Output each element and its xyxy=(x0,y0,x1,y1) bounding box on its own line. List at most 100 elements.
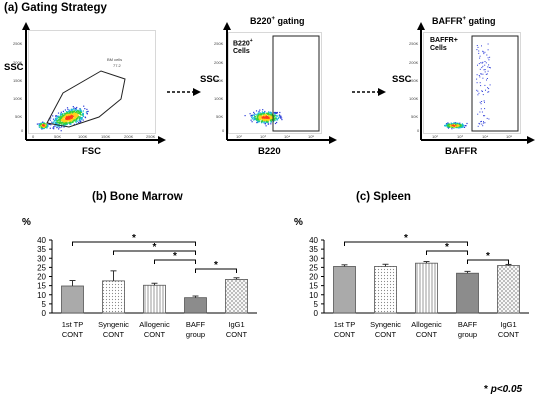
event-dot xyxy=(66,118,68,120)
event-dot xyxy=(277,117,279,120)
event-dot xyxy=(65,124,67,126)
event-dot xyxy=(256,122,258,124)
event-dot xyxy=(480,121,482,123)
event-dot xyxy=(40,122,42,124)
category-label: Syngenic xyxy=(370,320,401,329)
event-dot xyxy=(76,113,78,115)
event-dot xyxy=(456,126,458,128)
event-dot xyxy=(276,112,278,115)
event-dot xyxy=(462,125,464,127)
plot2-title: B220+ gating xyxy=(250,16,305,26)
event-dot xyxy=(260,112,262,114)
event-dot xyxy=(79,109,81,111)
event-dot xyxy=(253,117,255,119)
event-dot xyxy=(55,125,57,127)
event-dot xyxy=(263,118,265,120)
event-dot xyxy=(70,123,72,125)
event-dot xyxy=(486,78,488,79)
event-dot xyxy=(42,126,44,128)
y-tick-label: 35 xyxy=(37,245,46,254)
event-dot xyxy=(271,115,273,117)
event-dot xyxy=(270,116,272,119)
event-dot xyxy=(271,119,273,121)
plot2-gate-rect xyxy=(272,35,320,132)
event-dot xyxy=(38,126,40,128)
event-dot xyxy=(264,110,266,113)
event-dot xyxy=(484,84,486,86)
event-dot xyxy=(479,68,481,70)
event-dot xyxy=(65,118,67,120)
plot2-ytick: 0 xyxy=(222,128,225,133)
event-dot xyxy=(44,126,46,128)
event-dot xyxy=(261,119,263,121)
event-dot xyxy=(80,111,82,113)
event-dot xyxy=(263,115,266,117)
event-dot xyxy=(263,119,265,121)
event-dot xyxy=(259,119,261,121)
event-dot xyxy=(58,119,60,121)
event-dot xyxy=(478,122,480,124)
event-dot xyxy=(453,123,455,125)
significance-star: * xyxy=(153,242,157,253)
event-dot xyxy=(40,126,42,128)
event-dot xyxy=(250,115,252,117)
event-dot xyxy=(70,110,72,112)
event-dot xyxy=(67,119,69,121)
event-dot xyxy=(59,127,61,129)
event-dot xyxy=(268,115,270,117)
event-dot xyxy=(60,120,62,122)
event-dot xyxy=(82,113,84,115)
event-dot xyxy=(79,110,81,112)
event-dot xyxy=(73,114,75,116)
category-label-line2: CONT xyxy=(226,330,248,339)
event-dot xyxy=(487,91,489,93)
event-dot xyxy=(75,109,77,111)
event-dot xyxy=(481,123,483,125)
plot1-axes xyxy=(22,22,166,144)
event-dot xyxy=(271,117,273,119)
event-dot xyxy=(445,123,448,125)
y-axis-label: % xyxy=(294,217,303,228)
event-dot xyxy=(457,123,459,125)
event-dot xyxy=(268,114,270,117)
event-dot xyxy=(280,117,282,119)
event-dot xyxy=(56,117,58,119)
event-dot xyxy=(454,122,456,124)
event-dot xyxy=(63,115,65,117)
plot3-xlabel: BAFFR xyxy=(445,146,478,157)
plot3-events xyxy=(444,43,491,130)
event-dot xyxy=(38,125,40,127)
event-dot xyxy=(64,113,66,115)
event-dot xyxy=(488,88,490,90)
y-tick-label: 25 xyxy=(37,263,46,272)
event-dot xyxy=(67,117,69,119)
event-dot xyxy=(483,100,485,102)
event-dot xyxy=(264,114,266,116)
event-dot xyxy=(487,87,489,89)
event-dot xyxy=(61,121,63,123)
event-dot xyxy=(481,67,483,69)
event-dot xyxy=(55,118,57,120)
event-dot xyxy=(482,51,484,53)
event-dot xyxy=(74,108,76,111)
y-tick-label: 0 xyxy=(42,309,47,318)
event-dot xyxy=(480,62,482,64)
category-label-line2: CONT xyxy=(375,330,397,339)
event-dot xyxy=(52,127,54,129)
y-tick-label: 5 xyxy=(42,300,47,309)
event-dot xyxy=(73,112,75,114)
event-dot xyxy=(458,125,460,127)
event-dot xyxy=(82,113,84,115)
event-dot xyxy=(68,112,70,114)
event-dot xyxy=(478,75,480,76)
event-dot xyxy=(68,119,70,121)
event-dot xyxy=(68,113,70,115)
event-dot xyxy=(78,110,80,112)
event-dot xyxy=(253,115,256,117)
event-dot xyxy=(67,113,69,115)
plot2-ylabel: SSC xyxy=(200,74,220,85)
plot3-axes xyxy=(417,22,535,144)
y-tick-label: 5 xyxy=(314,300,319,309)
event-dot xyxy=(449,123,451,125)
